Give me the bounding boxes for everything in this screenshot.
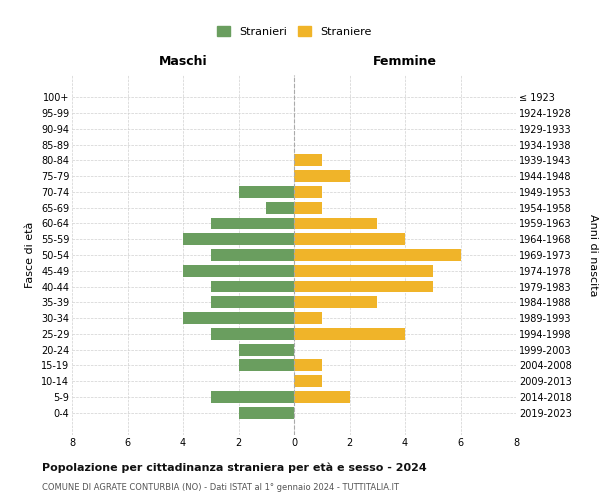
Bar [294,328,405,340]
Bar [294,154,322,166]
Text: Maschi: Maschi [158,55,208,68]
Bar [183,265,294,276]
Bar [183,234,294,245]
Y-axis label: Anni di nascita: Anni di nascita [589,214,598,296]
Bar [294,280,433,292]
Bar [211,328,294,340]
Bar [239,407,294,418]
Text: Popolazione per cittadinanza straniera per età e sesso - 2024: Popolazione per cittadinanza straniera p… [42,462,427,473]
Bar [294,170,349,182]
Bar [183,312,294,324]
Y-axis label: Fasce di età: Fasce di età [25,222,35,288]
Bar [294,265,433,276]
Bar [294,391,349,403]
Bar [239,186,294,198]
Bar [211,280,294,292]
Bar [239,344,294,355]
Text: Femmine: Femmine [373,55,437,68]
Bar [211,391,294,403]
Bar [294,296,377,308]
Bar [294,376,322,387]
Bar [294,218,377,230]
Bar [266,202,294,213]
Bar [239,360,294,372]
Legend: Stranieri, Straniere: Stranieri, Straniere [213,23,375,40]
Bar [294,312,322,324]
Bar [294,202,322,213]
Bar [294,186,322,198]
Bar [211,218,294,230]
Bar [294,234,405,245]
Bar [294,360,322,372]
Text: COMUNE DI AGRATE CONTURBIA (NO) - Dati ISTAT al 1° gennaio 2024 - TUTTITALIA.IT: COMUNE DI AGRATE CONTURBIA (NO) - Dati I… [42,482,399,492]
Bar [211,249,294,261]
Bar [211,296,294,308]
Bar [294,249,461,261]
